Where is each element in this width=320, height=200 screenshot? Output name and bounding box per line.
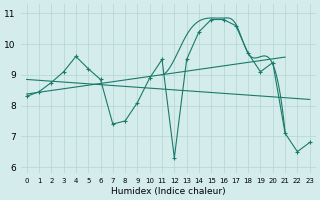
X-axis label: Humidex (Indice chaleur): Humidex (Indice chaleur) bbox=[111, 187, 226, 196]
